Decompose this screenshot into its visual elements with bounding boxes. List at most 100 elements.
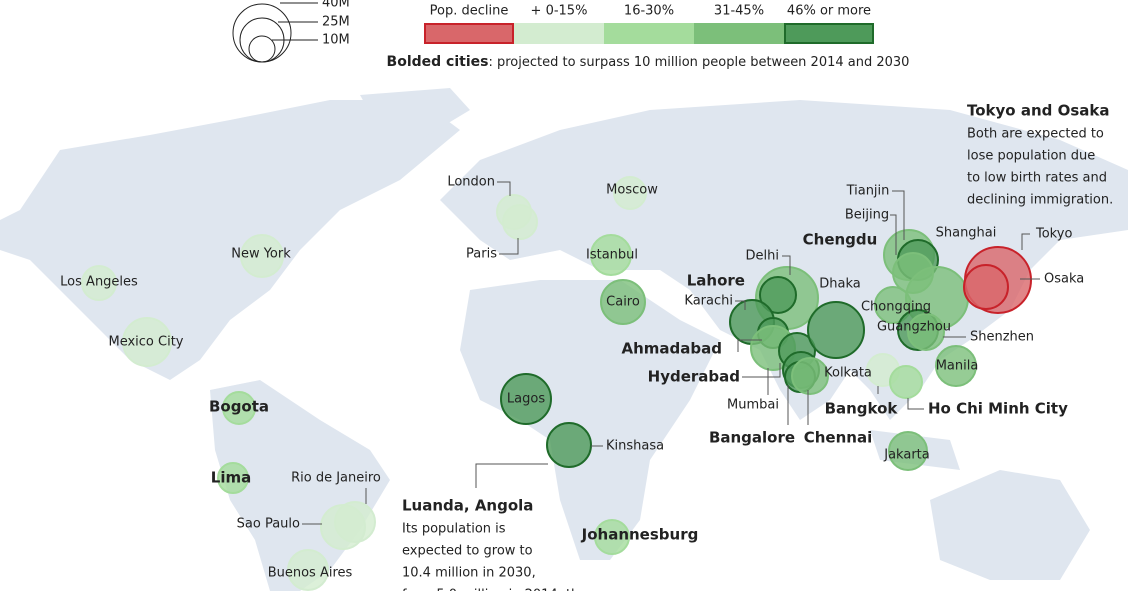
legend-label: 31-45%	[714, 4, 764, 19]
city-bubble	[759, 276, 797, 314]
annotation-text: 10.4 million in 2030,	[402, 566, 536, 581]
city-label: New York	[231, 247, 291, 262]
note-text: : projected to surpass 10 million people…	[488, 55, 909, 70]
annotation-text: Its population is	[402, 522, 506, 537]
city-bubble	[791, 357, 829, 395]
city-bubble	[81, 265, 117, 301]
city-label: Tokyo	[1035, 227, 1072, 242]
city-label: Shanghai	[936, 226, 997, 241]
leader-line	[782, 255, 791, 275]
legend-label: + 0-15%	[531, 4, 588, 19]
leader-line	[892, 190, 905, 240]
city-label: Jakarta	[883, 448, 929, 463]
city-label: Buenos Aires	[268, 566, 353, 581]
note-bold: Bolded cities	[387, 54, 489, 70]
city-bubble	[963, 264, 1009, 310]
size-label: 25M	[322, 15, 350, 30]
leader-line	[497, 181, 511, 196]
city-bubble	[594, 519, 630, 555]
city-label: Bogota	[209, 398, 269, 416]
legend-note: Bolded cities: projected to surpass 10 m…	[387, 54, 910, 70]
city-label: Guangzhou	[877, 320, 951, 335]
annotation-title: Luanda, Angola	[402, 497, 533, 515]
city-bubble	[320, 504, 366, 550]
city-label: Mexico City	[108, 335, 183, 350]
city-label: Lahore	[687, 272, 745, 290]
legend-swatch	[424, 23, 514, 44]
leader-line	[1021, 233, 1030, 250]
city-label: Chongqing	[861, 300, 931, 315]
annotation-text: from 5.0 million in 2014, the	[402, 588, 587, 591]
city-label: Beijing	[845, 208, 889, 223]
city-bubbles	[81, 176, 1032, 591]
size-label: 10M	[322, 33, 350, 48]
city-label: Johannesburg	[581, 526, 699, 544]
legend-label: Pop. decline	[430, 4, 509, 19]
city-bubble	[502, 204, 538, 240]
city-label: Lima	[211, 469, 251, 487]
city-label: Rio de Janeiro	[291, 471, 381, 486]
city-label: Mumbai	[727, 398, 779, 413]
city-bubble	[590, 234, 632, 276]
city-label: Bangalore	[709, 429, 795, 447]
city-bubble	[217, 462, 249, 494]
leader-line	[907, 398, 924, 410]
annotation-title: Tokyo and Osaka	[967, 102, 1110, 120]
city-label: Delhi	[746, 249, 779, 264]
size-label: 40M	[322, 0, 350, 11]
land	[0, 88, 1128, 591]
city-label: Chennai	[804, 429, 872, 447]
city-label: Hyderabad	[648, 368, 740, 386]
legend-swatch	[784, 23, 874, 44]
city-label: Los Angeles	[60, 275, 138, 290]
annotation-text: to low birth rates and	[967, 171, 1107, 186]
city-label: Paris	[466, 247, 497, 262]
city-label: Sao Paulo	[237, 517, 300, 532]
city-label: Manila	[936, 359, 979, 374]
city-bubble	[240, 234, 284, 278]
city-label: Moscow	[606, 183, 658, 198]
legend-swatch	[604, 23, 694, 44]
city-label: Kolkata	[824, 366, 872, 381]
city-bubble	[122, 317, 172, 367]
city-label: Dhaka	[819, 277, 860, 292]
legend-label: 16-30%	[624, 4, 674, 19]
city-label: Cairo	[606, 295, 640, 310]
city-label: Shenzhen	[970, 330, 1034, 345]
city-label: Ahmadabad	[622, 340, 723, 358]
leader-line	[890, 214, 897, 255]
city-label: Bangkok	[825, 400, 899, 418]
city-label: Osaka	[1044, 272, 1084, 287]
city-label: Istanbul	[586, 248, 638, 263]
annotation-text: expected to grow to	[402, 544, 533, 559]
annotation-text: lose population due	[967, 149, 1095, 164]
annotation-text: Both are expected to	[967, 127, 1104, 142]
city-label: Tianjin	[846, 184, 890, 199]
city-label: Kinshasa	[606, 439, 664, 454]
city-bubble	[888, 431, 928, 471]
city-bubble	[600, 279, 646, 325]
city-label: Karachi	[684, 294, 733, 309]
city-bubble	[935, 345, 977, 387]
city-bubble	[222, 391, 256, 425]
city-bubble	[807, 301, 865, 359]
legend-label: 46% or more	[787, 4, 871, 19]
legend-swatch	[694, 23, 784, 44]
leader-line	[742, 363, 781, 378]
annotation-text: declining immigration.	[967, 193, 1113, 208]
city-bubble	[613, 176, 647, 210]
leader-line	[737, 339, 762, 352]
city-bubble	[874, 286, 912, 324]
leader-line	[475, 463, 548, 488]
city-bubble	[287, 549, 329, 591]
city-label: London	[447, 175, 495, 190]
city-label: Lagos	[507, 392, 545, 407]
city-bubble	[500, 373, 552, 425]
city-bubble	[889, 365, 923, 399]
size-legend	[232, 2, 318, 63]
legend-swatch	[514, 23, 604, 44]
leader-line	[499, 238, 519, 255]
city-bubble	[907, 313, 945, 351]
city-label: Chengdu	[803, 231, 878, 249]
